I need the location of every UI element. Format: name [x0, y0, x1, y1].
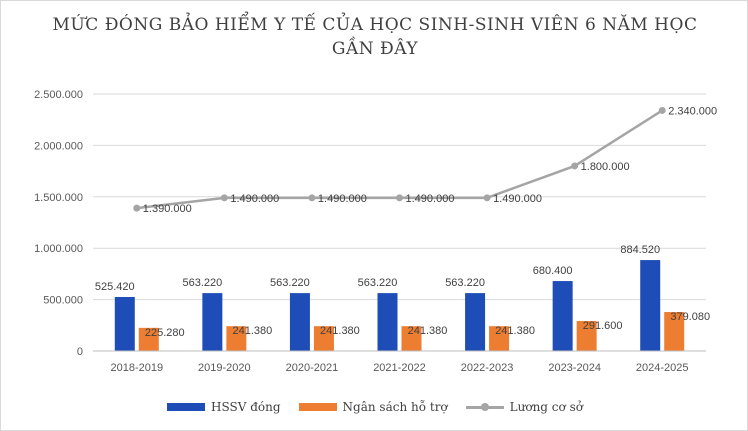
line-point — [658, 106, 666, 114]
legend-label-ngan-sach: Ngân sách hỗ trợ — [342, 400, 448, 414]
x-tick-label: 2021-2022 — [373, 362, 426, 374]
bar — [202, 293, 223, 351]
y-tick-label: 2.500.000 — [34, 89, 83, 101]
legend-item-luong-co-so: Lương cơ sở — [465, 400, 583, 414]
data-label: 563.220 — [358, 277, 398, 289]
x-tick-label: 2020-2021 — [286, 362, 339, 374]
data-label: 563.220 — [270, 277, 310, 289]
x-tick-label: 2018-2019 — [110, 362, 163, 374]
data-label: 680.400 — [533, 265, 573, 277]
data-label: 379.080 — [670, 311, 710, 323]
data-label: 225.280 — [145, 327, 185, 339]
legend-label-hssv: HSSV đóng — [211, 400, 281, 414]
data-label: 241.380 — [495, 325, 535, 337]
data-label: 1.800.000 — [581, 161, 630, 173]
chart-title-line-1: MỨC ĐÓNG BẢO HIỂM Y TẾ CỦA HỌC SINH-SINH… — [52, 15, 698, 35]
bar — [664, 312, 685, 351]
y-tick-label: 2.000.000 — [34, 140, 83, 152]
bar — [377, 293, 398, 351]
x-tick-label: 2022-2023 — [461, 362, 514, 374]
legend-swatch-luong-co-so — [465, 402, 504, 411]
bar — [114, 296, 135, 351]
bar — [138, 327, 159, 351]
legend-swatch-ngan-sach — [298, 403, 337, 411]
bar — [401, 326, 422, 351]
bar — [640, 260, 661, 351]
data-label: 1.490.000 — [230, 193, 279, 205]
bar — [576, 321, 597, 351]
data-label: 1.390.000 — [143, 203, 192, 215]
y-tick-label: 0 — [77, 346, 83, 358]
x-tick-label: 2024-2025 — [636, 362, 689, 374]
y-tick-label: 1.000.000 — [34, 243, 83, 255]
y-tick-label: 500.000 — [43, 295, 83, 307]
line-point — [220, 194, 228, 202]
data-label: 2.340.000 — [668, 105, 717, 117]
line-point — [308, 194, 316, 202]
legend: HSSV đóng Ngân sách hỗ trợ Lương cơ sở — [1, 400, 747, 414]
line-point — [396, 194, 403, 202]
data-label: 291.600 — [583, 320, 623, 332]
x-tick-label: 2019-2020 — [198, 362, 251, 374]
data-label: 563.220 — [445, 277, 485, 289]
bar — [289, 293, 310, 351]
bar — [489, 326, 510, 351]
legend-item-ngan-sach: Ngân sách hỗ trợ — [298, 400, 448, 414]
bar — [465, 293, 486, 351]
data-label: 1.490.000 — [318, 193, 367, 205]
x-tick-label: 2023-2024 — [548, 362, 601, 374]
data-label: 884.520 — [620, 244, 660, 256]
legend-item-hssv: HSSV đóng — [167, 400, 281, 414]
bar — [226, 326, 247, 351]
data-label: 1.490.000 — [406, 193, 455, 205]
data-label: 563.220 — [182, 277, 222, 289]
line-point — [571, 162, 579, 170]
data-label: 525.420 — [95, 281, 135, 293]
bar — [552, 281, 573, 351]
y-tick-label: 1.500.000 — [34, 192, 83, 204]
data-label: 241.380 — [320, 325, 360, 337]
data-label: 241.380 — [408, 325, 448, 337]
legend-label-luong-co-so: Lương cơ sở — [509, 400, 583, 414]
line-point — [483, 194, 491, 202]
legend-swatch-hssv — [167, 403, 206, 411]
data-label: 1.490.000 — [493, 193, 542, 205]
data-label: 241.380 — [232, 325, 272, 337]
series-line — [136, 109, 663, 210]
chart-title-line-2: GẦN ĐÂY — [331, 39, 419, 59]
line-point — [133, 204, 141, 212]
bar — [313, 326, 334, 351]
